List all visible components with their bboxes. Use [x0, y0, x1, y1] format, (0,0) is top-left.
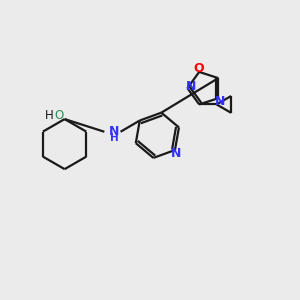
Text: H: H [45, 109, 54, 122]
Text: N: N [109, 125, 119, 138]
Text: H: H [110, 133, 119, 143]
Text: N: N [171, 147, 182, 160]
Text: O: O [193, 62, 204, 76]
Text: N: N [186, 80, 196, 93]
Text: N: N [214, 95, 225, 108]
Text: O: O [55, 109, 64, 122]
